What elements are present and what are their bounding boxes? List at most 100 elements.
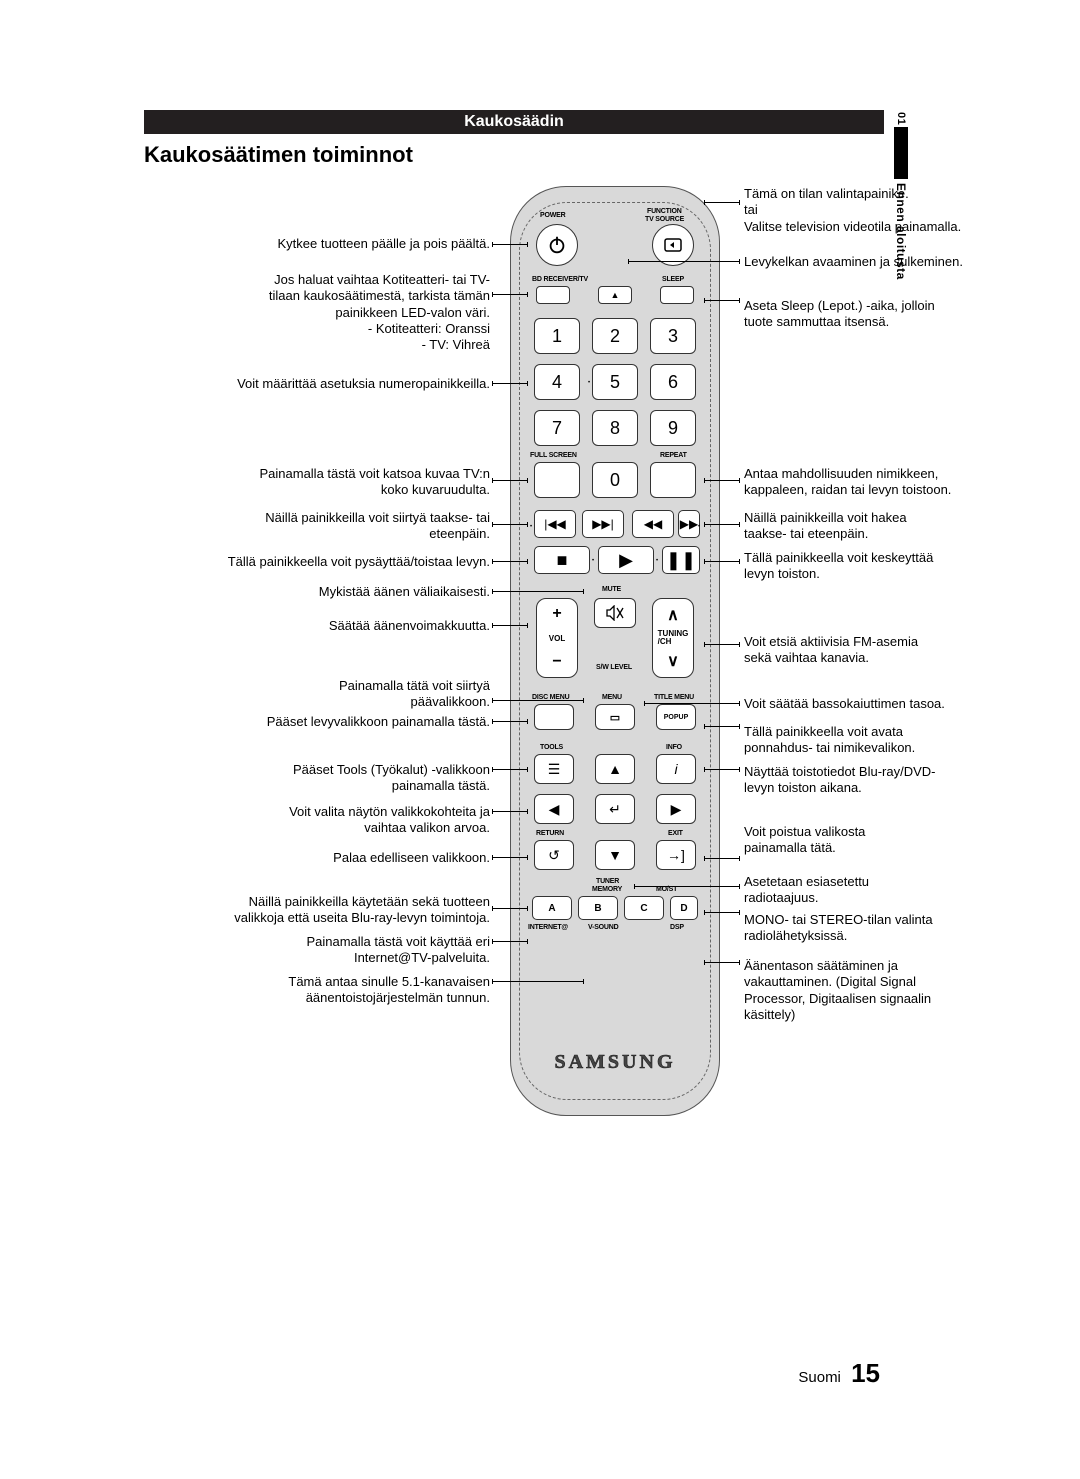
callout-dsp: Äänentason säätäminen javakauttaminen. (… — [744, 958, 1004, 1023]
callout-popup: Tällä painikkeella voit avataponnahdus- … — [744, 724, 1004, 757]
tick — [492, 721, 528, 722]
titlemenu-button[interactable]: POPUP — [656, 704, 696, 730]
tab-marker — [894, 127, 908, 179]
tick — [492, 591, 584, 592]
label-swlevel: S/W LEVEL — [596, 664, 632, 671]
digit-9[interactable]: 9 — [650, 410, 696, 446]
label-fullscreen: FULL SCREEN — [530, 452, 577, 459]
label-dsp: DSP — [670, 924, 684, 931]
callout-stop: Tällä painikkeella voit pysäyttää/toista… — [110, 554, 490, 570]
bdreceiver-button[interactable] — [536, 286, 570, 304]
color-c-button[interactable]: C — [624, 896, 664, 920]
tick — [704, 962, 740, 963]
digit-5[interactable]: 5 — [592, 364, 638, 400]
label-repeat: REPEAT — [660, 452, 687, 459]
tick — [492, 294, 528, 295]
callout-vol: Säätää äänenvoimakkuutta. — [110, 618, 490, 634]
tools-button[interactable]: ☰ — [534, 754, 574, 784]
search-back-button[interactable]: ◀◀ — [632, 510, 674, 538]
callout-tools: Pääset Tools (Työkalut) -valikkoonpainam… — [110, 762, 490, 795]
callout-sleep: Aseta Sleep (Lepot.) -aika, jollointuote… — [744, 298, 1004, 331]
color-d-button[interactable]: D — [670, 896, 698, 920]
exit-button[interactable]: →] — [656, 840, 696, 870]
tick — [492, 625, 528, 626]
tick — [492, 857, 528, 858]
tick — [492, 480, 528, 481]
stop-button[interactable]: ■ — [534, 546, 590, 574]
section-heading-bar: Kaukosäädin — [144, 110, 884, 134]
callout-power: Kytkee tuotteen päälle ja pois päältä. — [110, 236, 490, 252]
label-info: INFO — [666, 744, 682, 751]
power-button[interactable] — [536, 224, 578, 266]
skip-back-button[interactable]: |◀◀ — [534, 510, 576, 538]
volume-rocker[interactable]: + VOL − — [536, 598, 578, 678]
repeat-button[interactable] — [650, 462, 696, 498]
tick — [704, 561, 740, 562]
footer-lang: Suomi — [798, 1369, 841, 1386]
source-button[interactable] — [652, 224, 694, 266]
tuning-rocker[interactable]: ∧ TUNING/CH ∨ — [652, 598, 694, 678]
tick — [492, 561, 528, 562]
source-icon — [664, 238, 682, 252]
tick — [492, 700, 584, 701]
play-button[interactable]: ▶ — [598, 546, 654, 574]
tick — [704, 912, 740, 913]
color-a-button[interactable]: A — [532, 896, 572, 920]
label-tools: TOOLS — [540, 744, 563, 751]
digit-7[interactable]: 7 — [534, 410, 580, 446]
tick — [704, 300, 740, 301]
label-sleep: SLEEP — [662, 276, 684, 283]
callout-eject: Levykelkan avaaminen ja sulkeminen. — [744, 254, 1004, 270]
callout-home: Painamalla tätä voit siirtyäpäävalikkoon… — [110, 678, 490, 711]
fullscreen-button[interactable] — [534, 462, 580, 498]
tick — [492, 244, 528, 245]
label-exit: EXIT — [668, 830, 683, 837]
tick — [492, 941, 528, 942]
discmenu-button[interactable] — [534, 704, 574, 730]
vol-plus-icon: + — [552, 605, 561, 623]
digit-1[interactable]: 1 — [534, 318, 580, 354]
remote-diagram: POWER FUNCTION TV SOURCE BD RECEIVER/TV … — [110, 186, 980, 1166]
search-fwd-button[interactable]: ▶▶ — [678, 510, 700, 538]
enter-button[interactable]: ↵ — [595, 794, 635, 824]
vol-label: VOL — [549, 634, 565, 643]
tick — [704, 726, 740, 727]
callout-discmenu: Pääset levyvalikkoon painamalla tästä. — [110, 714, 490, 730]
digit-0[interactable]: 0 — [592, 462, 638, 498]
callout-internet: Painamalla tästä voit käyttää eriInterne… — [110, 934, 490, 967]
label-titlemenu: TITLE MENU — [654, 694, 694, 701]
callout-info: Näyttää toistotiedot Blu-ray/DVD-levyn t… — [744, 764, 1004, 797]
eject-button[interactable]: ▲ — [598, 286, 632, 304]
tick — [634, 886, 740, 887]
label-power: POWER — [540, 212, 565, 219]
return-button[interactable]: ↺ — [534, 840, 574, 870]
tick — [492, 981, 584, 982]
digit-6[interactable]: 6 — [650, 364, 696, 400]
tick — [704, 858, 740, 859]
ch-up-icon: ∧ — [667, 605, 679, 625]
label-mute: MUTE — [602, 586, 621, 593]
nav-left-button[interactable]: ◀ — [534, 794, 574, 824]
callout-exit: Voit poistua valikostapainamalla tätä. — [744, 824, 1004, 857]
info-button[interactable]: i — [656, 754, 696, 784]
page-number: 15 — [851, 1358, 880, 1388]
nav-down-button[interactable]: ▼ — [595, 840, 635, 870]
nav-right-button[interactable]: ▶ — [656, 794, 696, 824]
skip-fwd-button[interactable]: ▶▶| — [582, 510, 624, 538]
digit-2[interactable]: 2 — [592, 318, 638, 354]
digit-3[interactable]: 3 — [650, 318, 696, 354]
nav-up-button[interactable]: ▲ — [595, 754, 635, 784]
ch-down-icon: ∨ — [667, 651, 679, 671]
pause-button[interactable]: ❚❚ — [662, 546, 700, 574]
callout-repeat: Antaa mahdollisuuden nimikkeen,kappaleen… — [744, 466, 1004, 499]
callout-return: Palaa edelliseen valikkoon. — [110, 850, 490, 866]
callout-skip: Näillä painikkeilla voit siirtyä taakse-… — [110, 510, 490, 543]
color-b-button[interactable]: B — [578, 896, 618, 920]
digit-4[interactable]: 4 — [534, 364, 580, 400]
mute-button[interactable] — [594, 598, 636, 628]
sleep-button[interactable] — [660, 286, 694, 304]
power-icon — [546, 234, 568, 256]
callout-function: Tämä on tilan valintapainike.taiValitse … — [744, 186, 1004, 235]
menu-button[interactable]: ▭ — [595, 704, 635, 730]
digit-8[interactable]: 8 — [592, 410, 638, 446]
